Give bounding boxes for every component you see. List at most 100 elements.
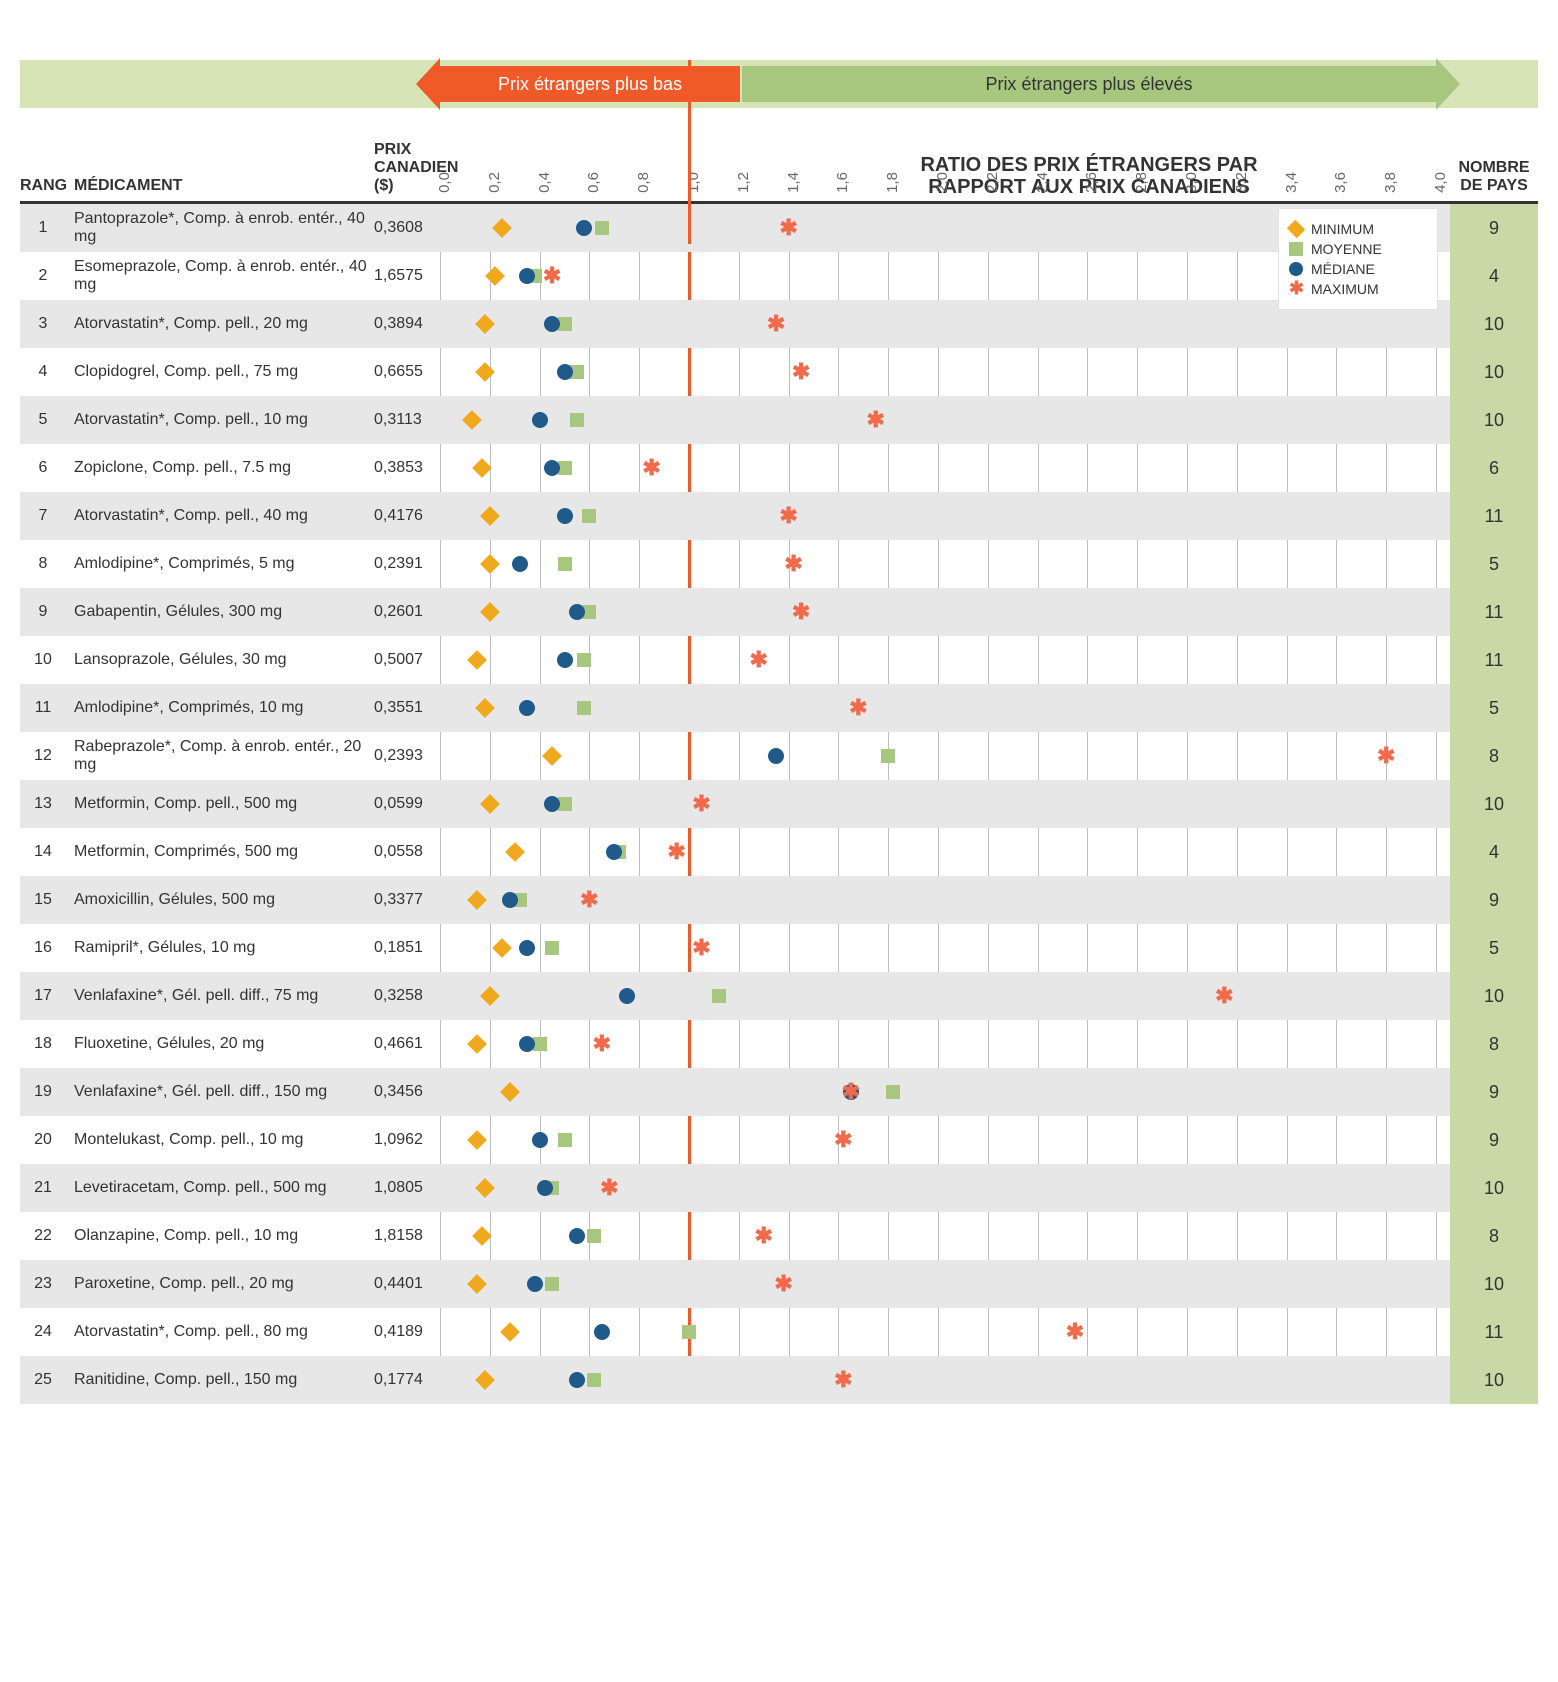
cell-rang: 16 xyxy=(20,924,66,972)
chart-cell: ✱ xyxy=(440,684,1436,732)
marker-min xyxy=(467,890,487,910)
axis-tick-label: 2,6 xyxy=(1081,178,1095,195)
chart-cell: ✱ xyxy=(440,1164,1436,1212)
hdr-prix: PRIX CANADIEN ($) xyxy=(374,141,440,195)
circle-icon xyxy=(1289,262,1303,276)
marker-median xyxy=(519,700,535,716)
cell-prix: 0,4661 xyxy=(374,1020,440,1068)
marker-median xyxy=(519,940,535,956)
chart-cell: ✱ xyxy=(440,1068,1436,1116)
chart-cell: ✱ xyxy=(440,396,1436,444)
cell-nombre: 8 xyxy=(1450,1020,1538,1068)
cell-nombre: 11 xyxy=(1450,492,1538,540)
axis-tick-label: 0,0 xyxy=(434,178,448,195)
rows-container: MINIMUM MOYENNE MÉDIANE ✱ MAXIMUM 1Panto… xyxy=(20,204,1538,1404)
chart-cell: ✱ xyxy=(440,348,1436,396)
marker-median xyxy=(527,1276,543,1292)
table-row: 11Amlodipine*, Comprimés, 10 mg0,3551✱5 xyxy=(20,684,1538,732)
marker-median xyxy=(544,316,560,332)
cell-rang: 11 xyxy=(20,684,66,732)
cell-nombre: 9 xyxy=(1450,204,1538,252)
asterisk-icon: ✱ xyxy=(1289,282,1303,296)
cell-prix: 0,1851 xyxy=(374,924,440,972)
cell-medicament: Amoxicillin, Gélules, 500 mg xyxy=(74,876,374,924)
marker-median xyxy=(606,844,622,860)
arrow-right: Prix étrangers plus élevés xyxy=(742,66,1436,102)
arrows-bar: Prix étrangers plus bas Prix étrangers p… xyxy=(20,60,1538,108)
cell-prix: 0,4176 xyxy=(374,492,440,540)
marker-median xyxy=(532,1132,548,1148)
table-row: 22Olanzapine, Comp. pell., 10 mg1,8158✱8 xyxy=(20,1212,1538,1260)
axis-tick-label: 3,2 xyxy=(1231,178,1245,195)
marker-mean xyxy=(558,1133,572,1147)
square-icon xyxy=(1289,242,1303,256)
cell-medicament: Clopidogrel, Comp. pell., 75 mg xyxy=(74,348,374,396)
marker-median xyxy=(576,220,592,236)
cell-nombre: 4 xyxy=(1450,252,1538,300)
legend-item-min: MINIMUM xyxy=(1289,221,1427,237)
marker-mean xyxy=(545,1277,559,1291)
cell-prix: 0,3258 xyxy=(374,972,440,1020)
cell-medicament: Montelukast, Comp. pell., 10 mg xyxy=(74,1116,374,1164)
marker-min xyxy=(472,1226,492,1246)
cell-medicament: Atorvastatin*, Comp. pell., 40 mg xyxy=(74,492,374,540)
marker-min xyxy=(505,842,525,862)
axis-tick-label: 1,2 xyxy=(733,178,747,195)
legend: MINIMUM MOYENNE MÉDIANE ✱ MAXIMUM xyxy=(1278,208,1438,310)
marker-median xyxy=(557,652,573,668)
cell-nombre: 11 xyxy=(1450,588,1538,636)
marker-min xyxy=(467,1274,487,1294)
cell-medicament: Pantoprazole*, Comp. à enrob. entér., 40… xyxy=(74,204,374,252)
cell-medicament: Gabapentin, Gélules, 300 mg xyxy=(74,588,374,636)
cell-medicament: Metformin, Comprimés, 500 mg xyxy=(74,828,374,876)
hdr-medicament: MÉDICAMENT xyxy=(74,177,374,195)
cell-medicament: Esomeprazole, Comp. à enrob. entér., 40 … xyxy=(74,252,374,300)
cell-rang: 6 xyxy=(20,444,66,492)
cell-rang: 1 xyxy=(20,204,66,252)
table-row: 12Rabeprazole*, Comp. à enrob. entér., 2… xyxy=(20,732,1538,780)
marker-min xyxy=(475,1370,495,1390)
cell-rang: 20 xyxy=(20,1116,66,1164)
cell-medicament: Venlafaxine*, Gél. pell. diff., 150 mg xyxy=(74,1068,374,1116)
cell-rang: 14 xyxy=(20,828,66,876)
axis-tick-label: 0,4 xyxy=(534,178,548,195)
cell-medicament: Metformin, Comp. pell., 500 mg xyxy=(74,780,374,828)
cell-nombre: 9 xyxy=(1450,876,1538,924)
cell-medicament: Atorvastatin*, Comp. pell., 10 mg xyxy=(74,396,374,444)
marker-mean xyxy=(587,1229,601,1243)
table-row: 4Clopidogrel, Comp. pell., 75 mg0,6655✱1… xyxy=(20,348,1538,396)
marker-median xyxy=(569,604,585,620)
cell-rang: 4 xyxy=(20,348,66,396)
legend-max-label: MAXIMUM xyxy=(1311,281,1379,297)
unity-connector xyxy=(688,60,691,244)
cell-rang: 7 xyxy=(20,492,66,540)
axis-tick-label: 2,0 xyxy=(932,178,946,195)
cell-prix: 0,3894 xyxy=(374,300,440,348)
table-row: 5Atorvastatin*, Comp. pell., 10 mg0,3113… xyxy=(20,396,1538,444)
axis-tick-label: 0,6 xyxy=(583,178,597,195)
axis-tick-label: 0,8 xyxy=(633,178,647,195)
legend-median-label: MÉDIANE xyxy=(1311,261,1375,277)
chart-cell: ✱ xyxy=(440,444,1436,492)
chart-cell: ✱ xyxy=(440,588,1436,636)
marker-mean xyxy=(881,749,895,763)
cell-nombre: 10 xyxy=(1450,1356,1538,1404)
cell-prix: 0,2391 xyxy=(374,540,440,588)
cell-medicament: Levetiracetam, Comp. pell., 500 mg xyxy=(74,1164,374,1212)
cell-nombre: 5 xyxy=(1450,924,1538,972)
axis-tick-label: 2,2 xyxy=(982,178,996,195)
cell-rang: 19 xyxy=(20,1068,66,1116)
axis-tick-label: 2,8 xyxy=(1131,178,1145,195)
table-row: 7Atorvastatin*, Comp. pell., 40 mg0,4176… xyxy=(20,492,1538,540)
arrow-left-label: Prix étrangers plus bas xyxy=(498,74,682,95)
marker-median xyxy=(537,1180,553,1196)
chart-cell: ✱ xyxy=(440,828,1436,876)
chart-cell: ✱ xyxy=(440,1356,1436,1404)
hdr-nombre-text: NOMBRE DE PAYS xyxy=(1458,159,1529,194)
marker-mean xyxy=(886,1085,900,1099)
marker-min xyxy=(485,266,505,286)
cell-nombre: 10 xyxy=(1450,348,1538,396)
cell-prix: 0,2393 xyxy=(374,732,440,780)
marker-median xyxy=(557,364,573,380)
marker-min xyxy=(480,506,500,526)
